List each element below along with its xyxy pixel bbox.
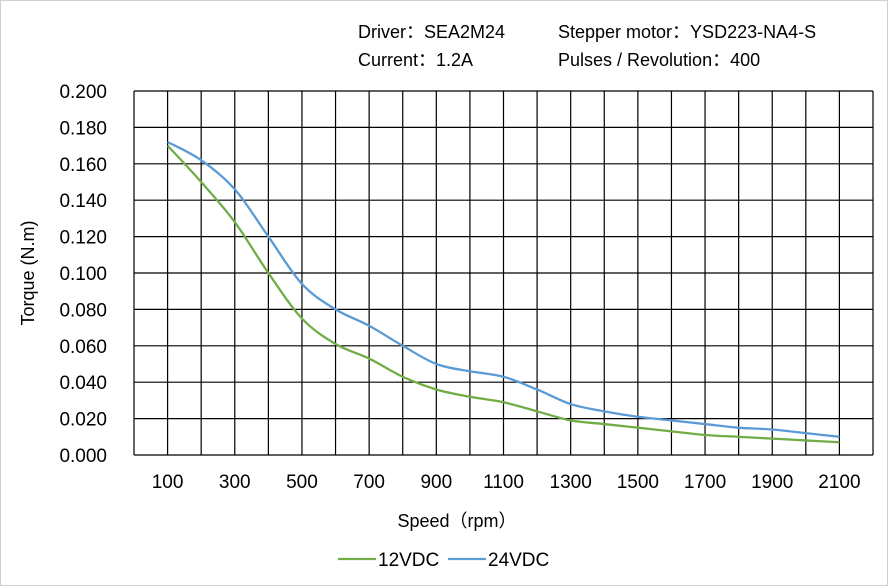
y-tick-label: 0.100 [59,264,107,285]
x-tick-label: 300 [219,472,251,493]
y-tick-label: 0.200 [59,82,107,103]
motor-label: Stepper motor：YSD223-NA4-S [558,22,817,42]
x-tick-label: 1500 [617,472,659,493]
x-tick-label: 2100 [818,472,860,493]
y-tick-label: 0.020 [59,410,107,431]
current-label: Current：1.2A [358,50,474,70]
x-tick-label: 100 [152,472,184,493]
series-line-24vdc [167,140,840,438]
x-tick-label: 1300 [550,472,592,493]
x-axis-title: Speed（rpm） [397,511,516,531]
y-tick-label: 0.040 [59,373,107,394]
x-tick-label: 900 [420,472,452,493]
y-tick-label: 0.140 [59,191,107,212]
pulses-label: Pulses / Revolution：400 [558,50,761,70]
y-tick-label: 0.180 [59,118,107,139]
x-tick-label: 700 [353,472,385,493]
driver-label: Driver：SEA2M24 [358,22,506,42]
legend-label: 24VDC [488,550,549,571]
x-tick-label: 500 [286,472,318,493]
legend-label: 12VDC [378,550,439,571]
x-tick-label: 1900 [751,472,793,493]
y-tick-label: 0.060 [59,337,107,358]
x-tick-label: 1100 [483,472,524,493]
y-axis-title: Torque (N.m) [18,220,38,325]
y-tick-label: 0.000 [59,446,107,467]
y-tick-label: 0.080 [59,300,107,321]
x-tick-label: 1700 [684,472,726,493]
series-line-12vdc [166,144,840,444]
y-tick-label: 0.160 [59,155,107,176]
y-tick-label: 0.120 [59,228,107,249]
